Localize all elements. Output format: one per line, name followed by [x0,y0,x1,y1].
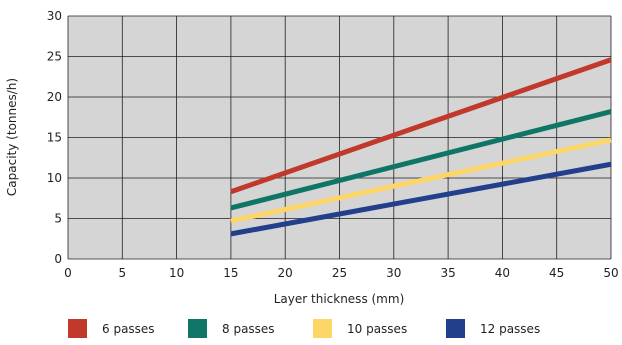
legend-label-1: 6 passes [102,322,155,336]
x-tick-label: 40 [495,266,510,280]
x-tick-label: 35 [440,266,455,280]
y-tick-label: 0 [54,252,62,266]
y-tick-label: 15 [47,131,62,145]
y-axis-title: Capacity (tonnes/h) [5,78,19,196]
legend-swatch-2 [188,319,207,338]
y-tick-label: 20 [47,90,62,104]
x-tick-label: 45 [549,266,564,280]
series-line-1 [230,57,612,195]
y-tick-label: 30 [47,9,62,23]
legend-label-2: 8 passes [222,322,275,336]
x-tick-label: 5 [118,266,126,280]
series-lines [230,57,612,237]
legend-label-3: 10 passes [347,322,407,336]
x-tick-label: 30 [386,266,401,280]
x-axis-title: Layer thickness (mm) [274,292,405,306]
y-tick-label: 25 [47,50,62,64]
x-tick-label: 10 [169,266,184,280]
series-line-2 [230,109,612,211]
legend-swatch-1 [68,319,87,338]
y-axis-ticks: 0 5 10 15 20 25 30 [47,9,62,266]
legend-label-4: 12 passes [480,322,540,336]
legend-swatch-4 [446,319,465,338]
series-line-4 [230,161,612,237]
x-tick-label: 25 [332,266,347,280]
x-tick-label: 15 [223,266,238,280]
x-axis-ticks: 0 5 10 15 20 25 30 35 40 45 50 [64,266,618,280]
legend-swatch-3 [313,319,332,338]
y-tick-label: 10 [47,171,62,185]
x-tick-label: 20 [278,266,293,280]
legend: 6 passes 8 passes 10 passes 12 passes [68,319,540,338]
x-tick-label: 0 [64,266,72,280]
series-line-3 [230,137,612,224]
x-tick-label: 50 [603,266,618,280]
y-tick-label: 5 [54,212,62,226]
